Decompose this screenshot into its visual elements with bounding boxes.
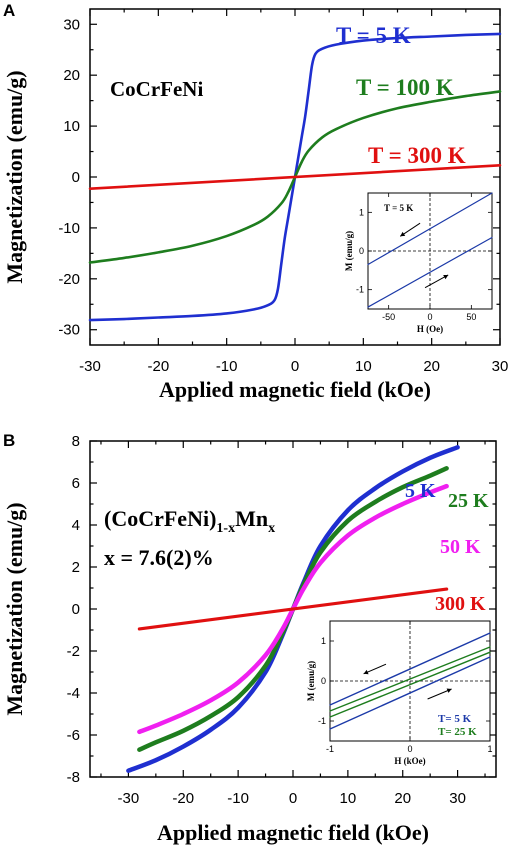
a-inset-arrow-up-head	[443, 274, 449, 280]
a-inset-y-tick-label: 1	[359, 207, 364, 217]
b-x-tick-label: -30	[118, 790, 140, 807]
b-inset-arrow-up-head	[446, 688, 452, 693]
a-series-line	[88, 163, 502, 191]
b-y-tick-label: -2	[67, 643, 80, 660]
a-inset-arrow-down-head	[400, 231, 406, 237]
b-x-tick-label: 20	[394, 790, 411, 807]
b-y-tick-label: 0	[72, 601, 80, 618]
b-inset-x-tick-label: -1	[326, 744, 334, 754]
a-x-tick-label: -10	[216, 358, 238, 375]
a-inset-annotation: T = 5 K	[384, 203, 413, 213]
a-y-axis-label: Magnetization (emu/g)	[2, 70, 27, 283]
b-sample-tail: Mn	[235, 506, 268, 531]
b-inset-arrow-down-head	[363, 669, 369, 675]
b-y-tick-label: -4	[67, 685, 80, 702]
panel-label-a: A	[3, 1, 15, 20]
a-inset-x-tick-label: 0	[427, 312, 432, 322]
a-y-tick-label: 20	[63, 67, 80, 84]
b-x-tick-label: 0	[289, 790, 297, 807]
b-y-tick-label: 4	[72, 517, 80, 534]
a-inset-x-label: H (Oe)	[417, 324, 443, 334]
b-inset-legend-5k: T= 5 K	[438, 713, 472, 725]
b-x-tick-label: -20	[172, 790, 194, 807]
panel-label-b: B	[3, 431, 15, 450]
b-y-tick-label: 8	[72, 433, 80, 450]
b-inset-y-label: M (emu/g)	[306, 661, 316, 701]
b-y-tick-label: 2	[72, 559, 80, 576]
b-inset-loop-branch	[329, 646, 491, 712]
b-y-tick-label: 6	[72, 475, 80, 492]
b-inset-legend-25k: T= 25 K	[438, 726, 477, 738]
a-y-tick-label: -30	[58, 322, 80, 339]
a-x-tick-label: 0	[291, 358, 299, 375]
a-x-tick-label: 20	[423, 358, 440, 375]
a-sample-label: CoCrFeNi	[110, 77, 203, 101]
a-legend-100k: T = 100 K	[356, 75, 454, 100]
a-inset-y-tick-label: -1	[356, 285, 364, 295]
a-x-tick-label: -20	[147, 358, 169, 375]
b-sample-formula: (CoCrFeNi)1-xMnx	[104, 506, 275, 536]
b-inset-y-tick-label: 1	[321, 636, 326, 646]
b-x-tick-label: 30	[449, 790, 466, 807]
a-x-tick-label: -30	[79, 358, 101, 375]
b-sample-main: (CoCrFeNi)	[104, 506, 216, 531]
b-legend-300k: 300 K	[435, 593, 486, 615]
b-composition: x = 7.6(2)%	[104, 545, 214, 570]
a-legend-5k: T = 5 K	[336, 23, 411, 48]
a-legend-300k: T = 300 K	[368, 143, 466, 168]
b-y-tick-label: -8	[67, 769, 80, 786]
b-x-axis-label: Applied magnetic field (kOe)	[157, 820, 429, 845]
b-legend-50k: 50 K	[440, 536, 481, 558]
a-inset-y-label: M (emu/g)	[344, 231, 354, 271]
b-inset-x-tick-label: 0	[407, 744, 412, 754]
a-x-tick-label: 30	[492, 358, 509, 375]
b-inset-x-tick-label: 1	[487, 744, 492, 754]
b-inset-loop-branch	[329, 656, 491, 730]
b-inset-y-tick-label: -1	[318, 716, 326, 726]
a-y-tick-label: -20	[58, 271, 80, 288]
a-x-axis-label: Applied magnetic field (kOe)	[159, 377, 431, 402]
b-inset-loop-branch	[329, 632, 491, 706]
b-sample-sub: 1-x	[216, 521, 235, 536]
a-y-tick-label: -10	[58, 220, 80, 237]
b-y-axis-label: Magnetization (emu/g)	[2, 502, 27, 715]
b-y-tick-label: -6	[67, 727, 80, 744]
b-inset-loop-branch	[329, 651, 491, 718]
a-inset-arrow-up	[424, 274, 449, 289]
a-inset-loop-branch	[367, 236, 493, 308]
b-legend-25k: 25 K	[448, 490, 489, 512]
a-inset-loop-branch	[367, 192, 493, 266]
panel-a: A-30 -20 -10 0 10 20 30-30-20-100102030Applied…	[2, 1, 508, 402]
b-x-tick-label: -10	[227, 790, 249, 807]
b-sample-tail-sub: x	[268, 521, 275, 536]
a-y-tick-label: 30	[63, 16, 80, 33]
b-series-line	[137, 587, 449, 631]
b-legend-5k: 5 K	[405, 480, 436, 502]
b-inset-x-label: H (kOe)	[394, 756, 425, 766]
a-y-tick-label: 10	[63, 118, 80, 135]
a-inset-x-tick-label: -50	[382, 312, 395, 322]
b-inset-y-tick-label: 0	[321, 676, 326, 686]
a-inset-y-tick-label: 0	[359, 246, 364, 256]
a-x-tick-label: 10	[355, 358, 372, 375]
a-y-tick-label: 0	[72, 169, 80, 186]
a-inset-x-tick-label: 50	[466, 312, 476, 322]
b-x-tick-label: 10	[340, 790, 357, 807]
